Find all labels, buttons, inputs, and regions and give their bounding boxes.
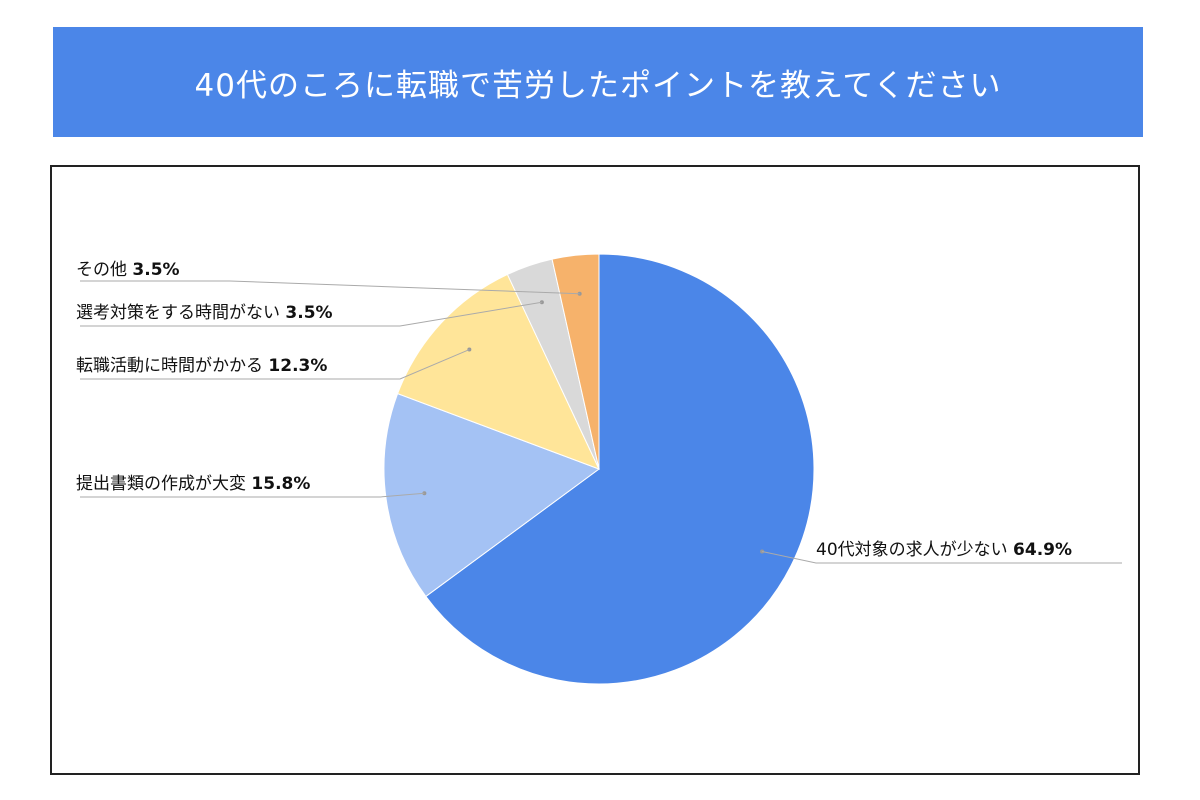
leader-dot <box>539 300 544 305</box>
pie-slice <box>425 253 815 685</box>
leader-line <box>80 301 542 327</box>
chart-frame: 40代対象の求人が少ない 64.9% 提出書類の作成が大変 15.8% 転職活動に時… <box>50 165 1140 775</box>
pie-chart: 40代対象の求人が少ない 64.9% 提出書類の作成が大変 15.8% 転職活動に時… <box>76 253 1122 685</box>
slice-label: 提出書類の作成が大変 15.8% <box>76 474 310 494</box>
pie-slice <box>551 253 600 470</box>
leader-line <box>80 349 470 380</box>
pie-slice <box>383 392 601 598</box>
slice-label: 選考対策をする時間がない 3.5% <box>76 303 333 323</box>
pie-slice <box>396 273 600 470</box>
slice-label: その他 3.5% <box>76 260 180 280</box>
page-title: 40代のころに転職で苦労したポイントを教えてください <box>194 67 1002 104</box>
leader-line <box>80 492 425 498</box>
leader-line <box>80 280 580 295</box>
slice-label: 40代対象の求人が少ない 64.9% <box>816 540 1072 560</box>
leader-line <box>761 550 1122 564</box>
slice-label: 転職活動に時間がかかる 12.3% <box>76 356 327 376</box>
title-banner: 40代のころに転職で苦労したポイントを教えてください <box>53 27 1143 137</box>
